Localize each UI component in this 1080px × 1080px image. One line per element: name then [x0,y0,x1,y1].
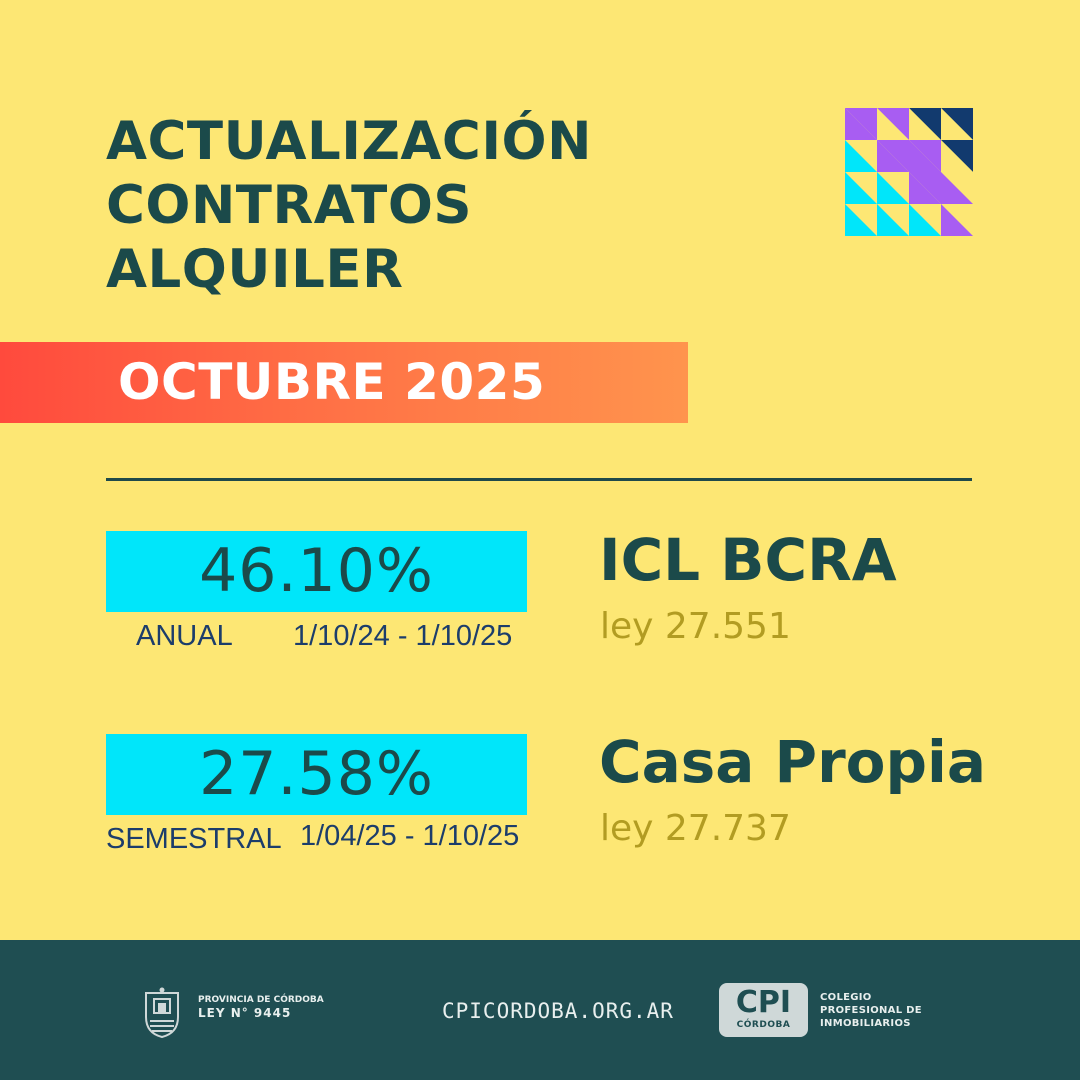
college-line-1: COLEGIO [820,992,872,1003]
annual-rate-box: 46.10% [106,531,527,612]
divider [106,478,972,481]
footer: PROVINCIA DE CÓRDOBA LEY N° 9445 CPICORD… [0,940,1080,1080]
province-name: PROVINCIA DE CÓRDOBA [198,995,324,1005]
annual-date-range: 1/10/24 - 1/10/25 [293,620,513,652]
province-law: LEY N° 9445 [198,1006,292,1020]
triangle-pattern-icon [845,108,973,236]
semester-rate-box: 27.58% [106,734,527,815]
title-line-3: ALQUILER [106,239,404,300]
icl-law: ley 27.551 [600,606,791,647]
casa-propia-law: ley 27.737 [600,808,791,849]
cpi-logo-sub: CÓRDOBA [736,1020,791,1030]
annual-rate-value: 46.10% [199,536,434,606]
cpi-logo-main: CPI [735,985,792,1020]
province-block: PROVINCIA DE CÓRDOBA LEY N° 9445 [198,995,324,1020]
college-line-3: INMOBILIARIOS [820,1018,911,1029]
semester-period-label: SEMESTRAL [106,823,282,855]
month-banner: OCTUBRE 2025 [0,342,688,423]
semester-date-range: 1/04/25 - 1/10/25 [300,820,520,852]
title-line-2: CONTRATOS [106,175,473,236]
icl-index-name: ICL BCRA [599,526,897,594]
casa-propia-index-name: Casa Propia [599,728,987,796]
page-title: ACTUALIZACIÓN CONTRATOS ALQUILER [106,110,592,302]
college-line-2: PROFESIONAL DE [820,1005,922,1016]
month-label: OCTUBRE 2025 [118,353,546,411]
website-link[interactable]: CPICORDOBA.ORG.AR [442,999,674,1023]
cpi-logo: CPI CÓRDOBA [719,983,808,1037]
college-name: COLEGIO PROFESIONAL DE INMOBILIARIOS [820,991,922,1030]
annual-period-label: ANUAL [136,620,233,652]
semester-rate-value: 27.58% [199,739,434,809]
province-crest-icon [145,987,179,1039]
title-line-1: ACTUALIZACIÓN [106,111,592,172]
